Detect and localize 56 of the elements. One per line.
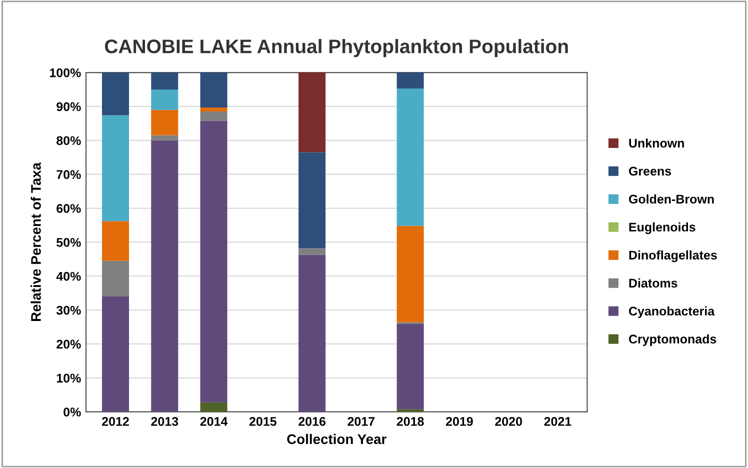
bar <box>396 226 424 322</box>
x-tick-label: 2014 <box>200 417 228 426</box>
bar <box>151 72 178 90</box>
bar <box>396 324 424 410</box>
bar <box>200 120 228 402</box>
bar <box>102 72 130 116</box>
bar <box>298 248 326 255</box>
y-tick-label: 90% <box>56 102 81 112</box>
bar <box>396 72 424 88</box>
legend-label: Euglenoids <box>629 222 696 234</box>
y-tick-label: 100% <box>50 68 81 78</box>
x-tick-label: 2021 <box>544 417 572 426</box>
y-tick-label: 20% <box>56 340 81 349</box>
y-tick-label: 70% <box>56 170 81 179</box>
bar <box>102 221 130 261</box>
x-tick-label: 2017 <box>348 417 375 426</box>
bar <box>200 112 228 121</box>
y-tick-label: 80% <box>56 136 81 146</box>
legend-label: Golden-Brown <box>628 194 714 204</box>
bar <box>151 90 178 110</box>
bar <box>200 402 228 412</box>
x-axis-title: Collection Year <box>287 434 386 444</box>
bar <box>396 409 424 412</box>
legend-label: Diatoms <box>629 278 678 288</box>
y-tick-label: 50% <box>56 238 81 247</box>
bar <box>151 135 178 140</box>
x-tick-label: 2016 <box>298 417 326 426</box>
chart-title: CANOBIE LAKE Annual Phytoplankton Population <box>104 39 568 58</box>
legend-label: Cryptomonads <box>628 334 716 346</box>
y-axis-title: Relative Percent of Taxa <box>30 162 41 322</box>
bar <box>151 110 178 136</box>
bar <box>298 254 326 412</box>
bar <box>102 260 130 296</box>
x-tick-label: 2013 <box>151 417 178 426</box>
y-tick-label: 0% <box>64 408 81 416</box>
x-tick-label: 2018 <box>396 417 424 426</box>
x-tick-label: 2015 <box>249 417 276 426</box>
y-tick-label: 30% <box>56 306 81 315</box>
legend-label: Dinoflagellates <box>629 250 717 262</box>
legend-label: Greens <box>628 166 672 176</box>
bar <box>200 107 228 112</box>
x-tick-label: 2012 <box>102 417 129 426</box>
bar <box>151 140 178 412</box>
bar <box>102 296 130 412</box>
bar <box>298 72 326 152</box>
x-tick-label: 2019 <box>446 417 473 426</box>
x-tick-label: 2020 <box>495 417 522 426</box>
legend-label: Unknown <box>629 138 684 148</box>
bar <box>298 152 326 248</box>
y-tick-label: 60% <box>56 204 81 213</box>
legend-label: Cyanobacteria <box>628 306 715 318</box>
bar <box>396 88 424 226</box>
bar <box>200 72 228 108</box>
y-tick-label: 40% <box>56 272 81 281</box>
y-tick-label: 10% <box>56 374 81 383</box>
bar <box>102 115 130 222</box>
